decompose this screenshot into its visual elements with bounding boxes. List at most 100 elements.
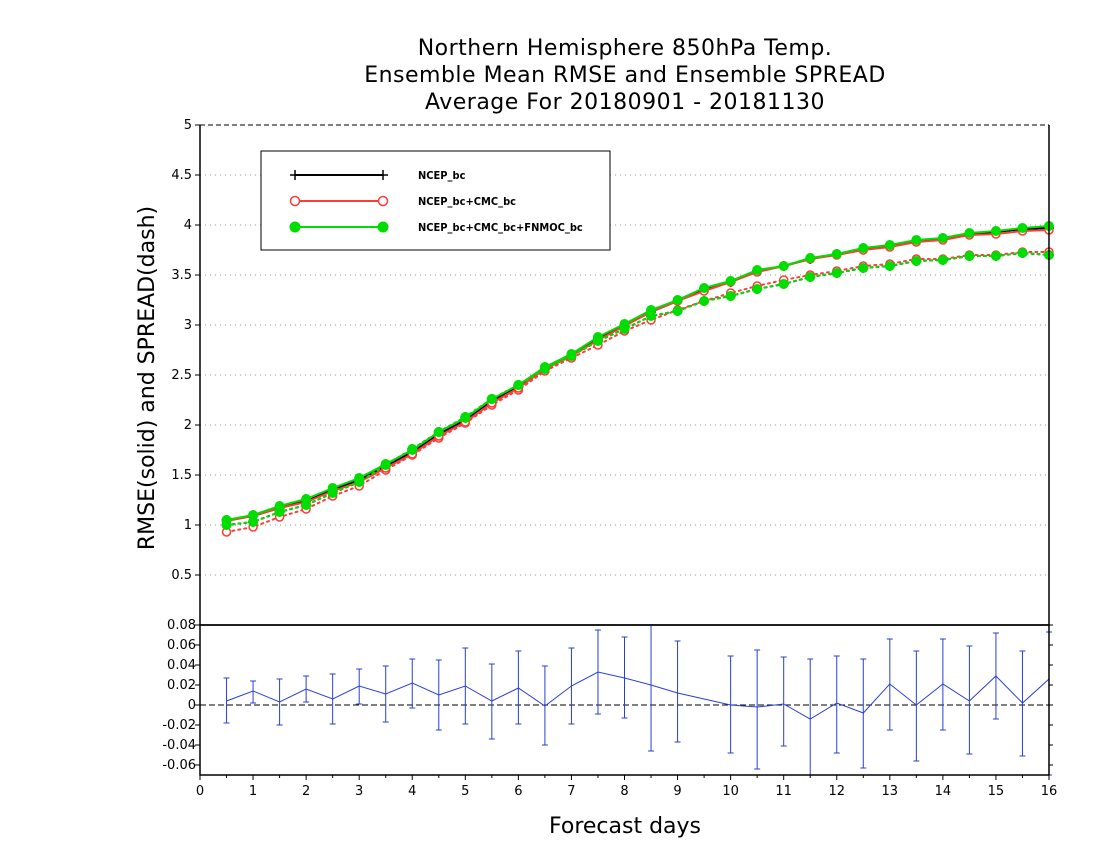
rmse-point <box>884 240 895 250</box>
spread-point <box>990 251 1001 261</box>
legend-label: NCEP_bc+CMC_bc <box>418 195 516 208</box>
bottom-y-tick-label: -0.04 <box>162 738 196 753</box>
top-y-tick-label: 1 <box>184 518 192 533</box>
rmse-point <box>752 265 763 275</box>
bottom-y-tick-label: 0 <box>188 698 196 713</box>
difference-series <box>223 625 1052 776</box>
spread-point <box>884 261 895 271</box>
x-tick-label: 5 <box>461 784 469 799</box>
spread-point <box>752 284 763 294</box>
spread-point <box>964 251 975 261</box>
top-y-tick-label: 4.5 <box>171 168 192 183</box>
top-y-tick-label: 4 <box>184 218 192 233</box>
spread-point <box>937 255 948 265</box>
top-y-tick-label: 3.5 <box>171 268 192 283</box>
legend: NCEP_bc NCEP_bc+CMC_bc NCEP_bc+CMC_bc+FNMO… <box>260 150 611 251</box>
rmse-point <box>486 394 497 404</box>
x-tick-label: 1 <box>249 784 257 799</box>
bottom-y-tick-label: -0.02 <box>162 718 196 733</box>
x-tick-label: 13 <box>882 784 899 799</box>
legend-marker <box>377 221 389 233</box>
series-NCEP_bc+CMC_bc+FNMOC_bc <box>221 221 1054 530</box>
legend-label: NCEP_bc <box>418 169 466 182</box>
rmse-point <box>964 228 975 238</box>
top-y-tick-label: 1.5 <box>171 468 192 483</box>
difference-line <box>226 671 1050 720</box>
rmse-point <box>619 319 630 329</box>
x-tick-label: 4 <box>408 784 416 799</box>
x-tick-label: 12 <box>828 784 845 799</box>
x-tick-label: 9 <box>673 784 681 799</box>
x-tick-label: 10 <box>722 784 739 799</box>
spread-point <box>725 291 736 301</box>
rmse-point <box>911 235 922 245</box>
rmse-point <box>831 249 842 259</box>
legend-marker <box>290 170 300 180</box>
rmse-point <box>592 332 603 342</box>
x-tick-label: 15 <box>988 784 1005 799</box>
chart-title-line-1: Northern Hemisphere 850hPa Temp. <box>417 36 833 61</box>
spread-point <box>699 296 710 306</box>
x-tick-label: 11 <box>775 784 792 799</box>
legend-marker <box>378 170 388 180</box>
axis-titles: Forecast days RMSE(solid) and SPREAD(dash… <box>135 206 701 839</box>
rmse-point <box>566 349 577 359</box>
rmse-point <box>460 413 471 423</box>
rmse-point <box>513 380 524 390</box>
rmse-point <box>407 445 418 455</box>
bottom-y-tick-label: 0.04 <box>167 658 196 673</box>
chart-title-line-3: Average For 20180901 - 20181130 <box>424 90 826 115</box>
rmse-point <box>1017 223 1028 233</box>
rmse-point <box>699 283 710 293</box>
spread-point <box>1017 248 1028 258</box>
spread-point <box>831 268 842 278</box>
x-tick-label: 3 <box>355 784 363 799</box>
rmse-point <box>725 276 736 286</box>
y-axis-title: RMSE(solid) and SPREAD(dash) <box>135 206 160 550</box>
rmse-point <box>248 510 259 520</box>
rmse-point <box>805 253 816 263</box>
x-tick-label: 14 <box>935 784 952 799</box>
spread-point <box>805 272 816 282</box>
bottom-y-tick-label: 0.02 <box>167 678 196 693</box>
rmse-point <box>354 473 365 483</box>
rmse-point <box>301 494 312 504</box>
x-tick-label: 16 <box>1041 784 1058 799</box>
x-tick-label: 2 <box>302 784 310 799</box>
rmse-point <box>990 226 1001 236</box>
legend-marker <box>289 195 301 207</box>
rmse-point <box>433 427 444 437</box>
rmse-point <box>937 233 948 243</box>
rmse-point <box>858 243 869 253</box>
spread-point <box>672 306 683 316</box>
bottom-y-tick-label: 0.08 <box>167 618 196 633</box>
rmse-point <box>221 515 232 525</box>
rmse-point <box>672 295 683 305</box>
top-y-tick-label: 5 <box>184 118 192 133</box>
x-tick-label: 8 <box>620 784 628 799</box>
top-y-tick-label: 2 <box>184 418 192 433</box>
rmse-point <box>778 261 789 271</box>
x-tick-label: 0 <box>196 784 204 799</box>
rmse-point <box>646 305 657 315</box>
bottom-y-tick-label: -0.06 <box>162 758 196 773</box>
top-y-tick-label: 0.5 <box>171 568 192 583</box>
x-axis-title: Forecast days <box>549 814 701 839</box>
chart-title-line-2: Ensemble Mean RMSE and Ensemble SPREAD <box>364 63 886 88</box>
rmse-point <box>327 483 338 493</box>
top-y-tick-label: 2.5 <box>171 368 192 383</box>
top-y-tick-label: 3 <box>184 318 192 333</box>
rmse-point <box>380 459 391 469</box>
legend-marker <box>377 195 389 207</box>
rmse-point <box>274 501 285 511</box>
x-tick-label: 7 <box>567 784 575 799</box>
legend-marker <box>289 221 301 233</box>
spread-point <box>778 279 789 289</box>
spread-point <box>858 263 869 273</box>
bottom-y-tick-label: 0.06 <box>167 638 196 653</box>
spread-point <box>911 256 922 266</box>
rmse-point <box>539 362 550 372</box>
legend-label: NCEP_bc+CMC_bc+FNMOC_bc <box>418 221 583 234</box>
